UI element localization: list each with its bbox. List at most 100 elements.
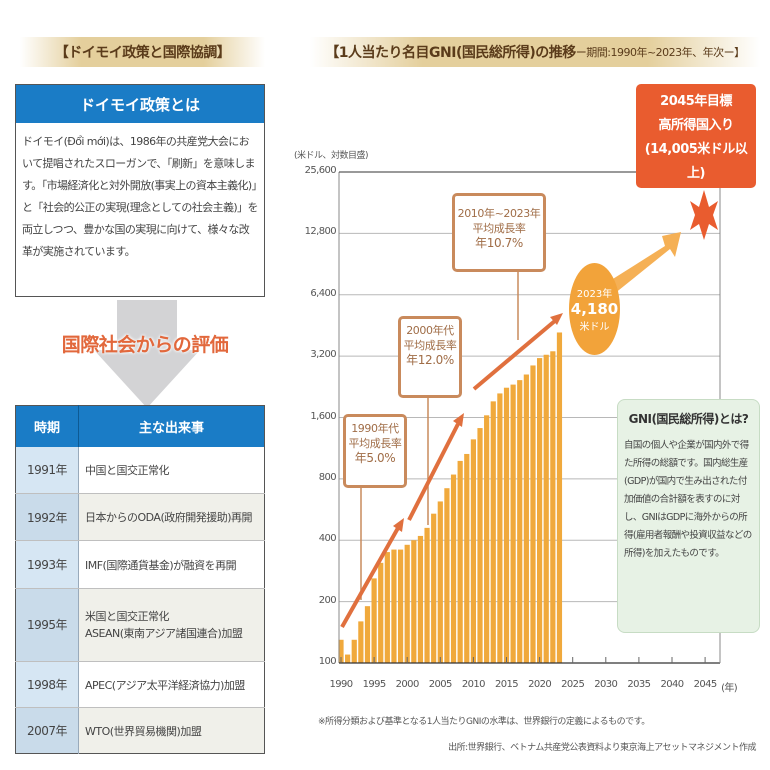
x-tick-label: 2040: [660, 679, 684, 690]
bar: [517, 380, 523, 663]
row-event: IMF(国際通貨基金)が融資を再開: [78, 540, 265, 589]
bar: [444, 488, 450, 663]
gni-box-body: 自国の個人や企業が国内外で得た所得の総額です。国内総生産(GDP)が国内で生み出…: [624, 440, 752, 559]
target-star-icon: [690, 190, 718, 240]
y-tick-label: 25,600: [304, 165, 337, 176]
callout-rate: 年5.0%: [354, 451, 396, 465]
row-year: 1992年: [15, 493, 79, 541]
bar: [431, 513, 437, 663]
callout-line: 平均成長率: [472, 222, 526, 235]
table-row: 1998年 APEC(アジア太平洋経済協力)加盟: [15, 661, 265, 708]
x-tick-label: 2015: [494, 679, 519, 690]
column-header-events: 主な出来事: [78, 405, 265, 447]
callout-2000s-growth: 2000年代 平均成長率 年12.0%: [398, 316, 462, 398]
bar: [523, 374, 529, 663]
row-event: 中国と国交正常化: [78, 446, 265, 494]
column-header-period: 時期: [15, 405, 79, 447]
bar: [497, 393, 503, 663]
y-tick-label: 800: [318, 471, 337, 483]
y-tick-label: 3,200: [310, 349, 336, 361]
bar: [530, 365, 536, 663]
row-event-line-2: ASEAN(東南アジア諸国連合)加盟: [85, 627, 243, 640]
y-tick-label: 6,400: [310, 287, 336, 299]
bar: [417, 535, 424, 663]
target-2045-box: 2045年目標 高所得国入り (14,005米ドル以上): [636, 84, 756, 188]
callout-2010s-growth: 2010年~2023年 平均成長率 年10.7%: [452, 193, 546, 272]
x-axis-unit-label: (年): [721, 683, 738, 694]
chart-title: 【1人当たり名目GNI(国民総所得)の推移: [325, 45, 576, 61]
table-row: 1992年 日本からのODA(政府開発援助)再開: [15, 493, 265, 541]
doimoi-header: ドイモイ政策とは: [16, 85, 264, 123]
bubble-unit: 米ドル: [579, 322, 610, 333]
bar: [404, 544, 410, 663]
row-year: 2007年: [15, 707, 79, 754]
table-row: 1993年 IMF(国際通貨基金)が融資を再開: [15, 540, 265, 589]
callout-line: 2010年~2023年: [457, 207, 541, 220]
x-tick-label: 2005: [428, 679, 453, 690]
chart-section-banner: 【1人当たり名目GNI(国民総所得)の推移 ー期間:1990年~2023年、年次ー…: [310, 37, 760, 67]
callout-rate: 年10.7%: [475, 236, 523, 250]
gni-box-title: GNI(国民総所得)とは?: [628, 412, 749, 426]
row-year: 1998年: [15, 661, 79, 708]
bar: [464, 453, 470, 663]
x-tick-label: 1995: [362, 679, 387, 690]
row-year: 1993年: [15, 540, 79, 589]
doimoi-definition-box: ドイモイ政策とは ドイモイ(Đổi mới)は、1986年の共産党大会において提…: [15, 84, 265, 297]
target-line-2: 高所得国入り: [658, 118, 734, 133]
bar: [397, 549, 404, 663]
bar: [484, 415, 490, 663]
y-tick-label: 400: [318, 533, 337, 545]
bar: [510, 384, 516, 663]
bar: [556, 332, 563, 663]
bar: [371, 578, 377, 663]
row-event: 日本からのODA(政府開発援助)再開: [78, 493, 265, 541]
bar: [437, 501, 443, 663]
bubble-year: 2023年: [576, 289, 613, 300]
left-section-banner: 【ドイモイ政策と国際協調】: [20, 37, 265, 67]
trend-arrow-1990s: [340, 518, 404, 628]
y-tick-label: 100: [318, 656, 337, 667]
bubble-2023-value: 2023年 4,180 米ドル: [569, 263, 620, 355]
bar: [338, 639, 344, 663]
gni-definition-box: GNI(国民総所得)とは? 自国の個人や企業が国内外で得た所得の総額です。国内総…: [617, 399, 760, 633]
projection-arrow: [608, 232, 681, 294]
row-event: 米国と国交正常化 ASEAN(東南アジア諸国連合)加盟: [78, 588, 265, 662]
y-tick-label: 200: [318, 594, 337, 606]
x-tick-label: 2030: [594, 679, 618, 690]
target-line-3: (14,005米ドル以上): [644, 142, 748, 181]
bar: [351, 639, 357, 663]
bubble-value: 4,180: [570, 300, 619, 318]
x-tick-label: 1990: [329, 679, 353, 690]
bar: [391, 549, 397, 663]
callout-line: 1990年代: [351, 422, 399, 435]
callout-1990s-growth: 1990年代 平均成長率 年5.0%: [343, 414, 407, 488]
row-event: WTO(世界貿易機関)加盟: [78, 707, 265, 754]
y-tick-label: 1,600: [310, 410, 336, 422]
x-tick-label: 2010: [461, 679, 486, 690]
bar: [457, 460, 463, 663]
y-axis-unit-label: (米ドル、対数目盛): [294, 151, 369, 161]
bar-series: [338, 332, 563, 663]
x-tick-label: 2020: [528, 679, 552, 690]
target-line-1: 2045年目標: [660, 94, 732, 109]
row-year: 1991年: [15, 446, 79, 494]
bar: [424, 527, 430, 663]
callout-rate: 年12.0%: [406, 353, 454, 367]
evaluation-label: 国際社会からの評価: [61, 334, 229, 356]
row-year: 1995年: [15, 588, 79, 662]
row-event-line-1: 米国と国交正常化: [85, 610, 170, 623]
chart-period-subtitle: ー期間:1990年~2023年、年次ー】: [575, 46, 745, 59]
bar: [543, 354, 549, 663]
x-tick-label: 2045: [693, 679, 718, 690]
bar: [470, 439, 476, 663]
bar: [378, 562, 384, 663]
row-event: APEC(アジア太平洋経済協力)加盟: [78, 661, 265, 708]
bar: [411, 540, 417, 663]
bar: [450, 474, 457, 663]
bar: [364, 606, 371, 663]
x-tick-label: 2000: [395, 679, 420, 690]
x-tick-label: 2025: [561, 679, 585, 690]
x-tick-label: 2035: [627, 679, 651, 690]
